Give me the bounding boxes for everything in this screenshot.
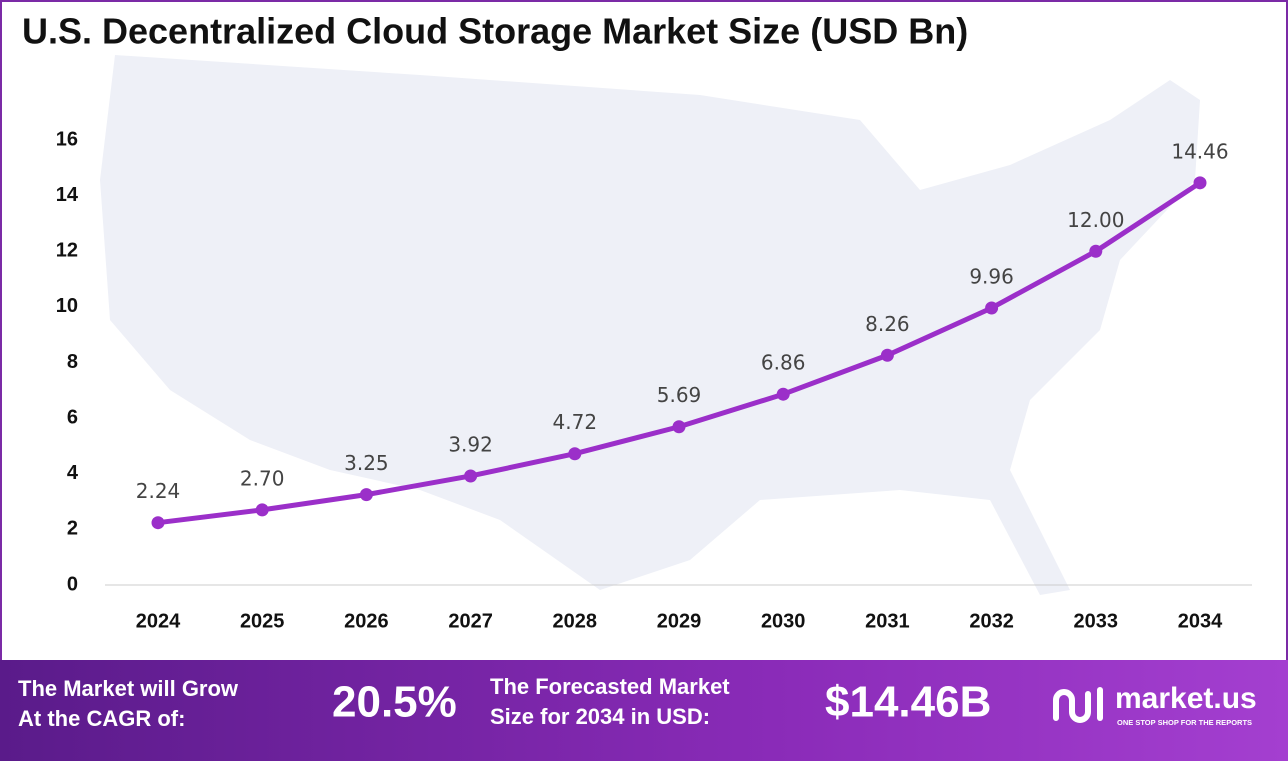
cagr-value: 20.5% — [332, 678, 457, 727]
y-tick-label: 2 — [67, 518, 78, 540]
x-tick-label: 2027 — [448, 610, 493, 632]
point — [985, 301, 999, 315]
y-tick-label: 0 — [67, 573, 78, 595]
value-label: 14.46 — [1171, 139, 1228, 163]
point — [359, 488, 373, 502]
x-tick-label: 2032 — [969, 610, 1014, 632]
point — [568, 447, 582, 461]
y-tick-label: 8 — [67, 351, 78, 373]
point — [464, 469, 478, 483]
x-tick-label: 2028 — [553, 610, 598, 632]
y-tick-label: 14 — [56, 184, 79, 206]
x-tick-label: 2034 — [1178, 610, 1223, 632]
point — [1089, 244, 1103, 258]
value-label: 6.86 — [761, 351, 806, 375]
point — [1193, 176, 1207, 190]
value-label: 8.26 — [865, 312, 910, 336]
x-tick-label: 2030 — [761, 610, 806, 632]
point — [880, 348, 894, 362]
x-tick-label: 2031 — [865, 610, 910, 632]
map-background — [100, 55, 1200, 595]
y-tick-label: 6 — [67, 406, 78, 428]
y-tick-label: 10 — [56, 295, 78, 317]
forecast-value: $14.46B — [825, 678, 991, 727]
brand-tagline: ONE STOP SHOP FOR THE REPORTS — [1117, 718, 1252, 727]
chart-title: U.S. Decentralized Cloud Storage Market … — [22, 11, 968, 52]
point — [672, 420, 686, 434]
value-label: 12.00 — [1067, 208, 1124, 232]
x-tick-label: 2029 — [657, 610, 702, 632]
brand-logo — [1053, 687, 1103, 723]
value-label: 5.69 — [657, 383, 702, 407]
x-tick-label: 2026 — [344, 610, 389, 632]
point — [255, 503, 269, 517]
value-label: 3.92 — [448, 432, 493, 456]
x-tick-label: 2033 — [1074, 610, 1119, 632]
value-label: 3.25 — [344, 451, 389, 475]
x-tick-label: 2025 — [240, 610, 285, 632]
forecast-label: The Forecasted Market — [490, 674, 730, 699]
y-tick-label: 12 — [56, 240, 78, 262]
cagr-label: The Market will Grow — [18, 676, 239, 701]
value-label: 2.70 — [240, 466, 285, 490]
brand-name: market.us — [1115, 682, 1257, 715]
value-label: 4.72 — [553, 410, 598, 434]
point — [776, 387, 790, 401]
forecast-label: Size for 2034 in USD: — [490, 704, 710, 729]
value-label: 2.24 — [136, 479, 181, 503]
cagr-label: At the CAGR of: — [18, 706, 185, 731]
x-tick-label: 2024 — [136, 610, 181, 632]
y-tick-label: 4 — [67, 462, 79, 484]
y-tick-label: 16 — [56, 128, 78, 150]
value-label: 9.96 — [969, 264, 1014, 288]
point — [151, 516, 165, 530]
